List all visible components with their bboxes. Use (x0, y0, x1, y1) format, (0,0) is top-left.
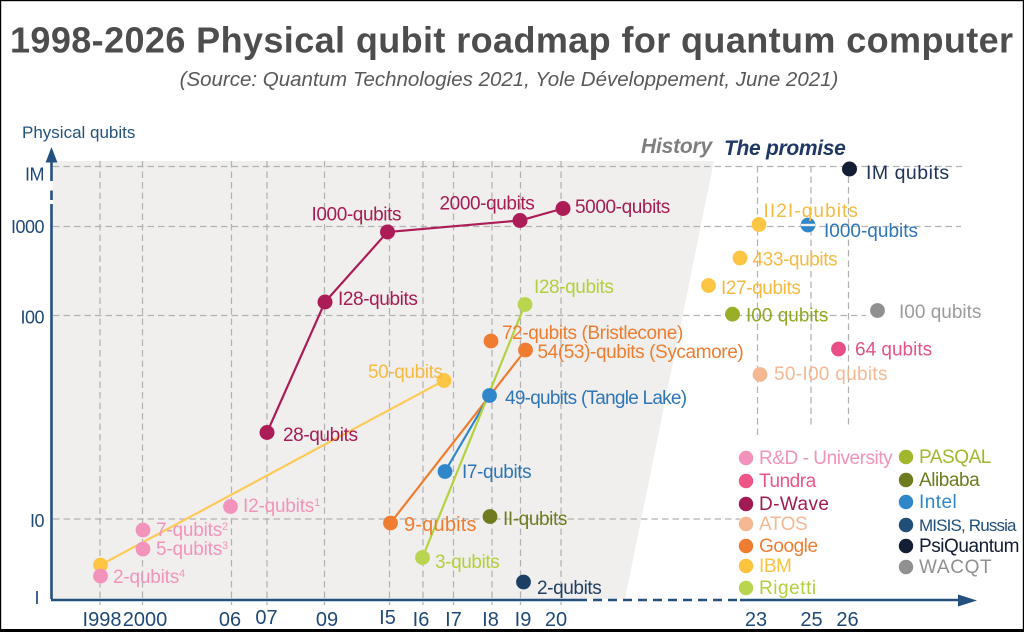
svg-text:PsiQuantum: PsiQuantum (919, 536, 1019, 557)
svg-text:I6: I6 (413, 609, 430, 631)
svg-text:I5: I5 (379, 607, 396, 629)
svg-text:I: I (34, 588, 39, 608)
svg-text:IM qubits: IM qubits (866, 162, 950, 184)
svg-text:25: 25 (800, 609, 822, 631)
svg-text:50-I00 qubits: 50-I00 qubits (774, 364, 888, 385)
svg-text:I000: I000 (11, 217, 45, 237)
svg-text:D-Wave: D-Wave (759, 494, 829, 515)
svg-text:Google: Google (759, 536, 818, 557)
svg-text:History: History (641, 135, 713, 158)
svg-text:I00 qubits: I00 qubits (899, 302, 981, 323)
svg-text:2-qubits: 2-qubits (537, 578, 601, 599)
svg-text:I8: I8 (482, 609, 499, 631)
svg-text:06: 06 (219, 609, 241, 631)
svg-text:I000-qubits: I000-qubits (824, 221, 918, 242)
svg-text:07: 07 (255, 607, 277, 629)
svg-text:IM: IM (25, 165, 44, 185)
svg-text:Rigetti: Rigetti (759, 578, 817, 599)
svg-text:I7: I7 (445, 609, 462, 631)
svg-text:54(53)-qubits (Sycamore): 54(53)-qubits (Sycamore) (538, 342, 744, 363)
svg-text:The promise: The promise (724, 137, 846, 160)
svg-text:Tundra: Tundra (759, 471, 817, 492)
svg-text:I28-qubits: I28-qubits (338, 289, 417, 310)
svg-text:Alibaba: Alibaba (919, 470, 980, 491)
svg-text:I00: I00 (20, 308, 44, 328)
svg-text:49-qubits (Tangle Lake): 49-qubits (Tangle Lake) (505, 388, 687, 409)
svg-text:5-qubits3: 5-qubits3 (156, 539, 228, 560)
svg-text:20: 20 (545, 609, 567, 631)
svg-text:2000-qubits: 2000-qubits (440, 194, 535, 215)
svg-text:2000: 2000 (123, 609, 168, 631)
svg-text:3-qubits: 3-qubits (435, 552, 499, 573)
svg-text:II-qubits: II-qubits (503, 509, 567, 530)
svg-text:5000-qubits: 5000-qubits (575, 197, 670, 218)
svg-text:I000-qubits: I000-qubits (312, 205, 402, 226)
svg-text:WACQT: WACQT (919, 557, 992, 578)
svg-text:2-qubits4: 2-qubits4 (113, 567, 185, 588)
svg-text:9-qubits: 9-qubits (404, 514, 477, 536)
svg-text:II2I-qubits: II2I-qubits (764, 201, 860, 222)
svg-text:I28-qubits: I28-qubits (534, 277, 613, 298)
svg-text:I0: I0 (30, 511, 45, 531)
svg-text:I998: I998 (83, 609, 122, 631)
svg-text:I7-qubits: I7-qubits (462, 462, 531, 483)
svg-text:I00 qubits: I00 qubits (746, 306, 828, 327)
svg-text:ATOS: ATOS (759, 514, 807, 535)
svg-text:R&D - University: R&D - University (759, 448, 893, 469)
svg-text:I2-qubits1: I2-qubits1 (243, 496, 320, 517)
svg-text:50-qubits: 50-qubits (368, 362, 443, 383)
svg-text:23: 23 (745, 609, 767, 631)
svg-text:(Source: Quantum Technologies: (Source: Quantum Technologies 2021, Yole… (180, 68, 839, 91)
svg-text:I9: I9 (515, 609, 532, 631)
svg-text:26: 26 (836, 609, 858, 631)
svg-text:IBM: IBM (759, 556, 791, 577)
svg-text:433-qubits: 433-qubits (753, 250, 838, 271)
svg-text:7-qubits2: 7-qubits2 (156, 520, 228, 541)
svg-text:64 qubits: 64 qubits (855, 340, 932, 361)
svg-text:28-qubits: 28-qubits (283, 425, 358, 446)
svg-text:Physical qubits: Physical qubits (22, 123, 135, 142)
svg-text:MISIS, Russia: MISIS, Russia (919, 516, 1017, 535)
svg-text:I27-qubits: I27-qubits (721, 278, 800, 299)
svg-text:72-qubits (Bristlecone): 72-qubits (Bristlecone) (502, 323, 683, 344)
svg-text:1998-2026 Physical qubit roadm: 1998-2026 Physical qubit roadmap for qua… (10, 20, 1013, 61)
svg-text:09: 09 (316, 609, 338, 631)
svg-text:Intel: Intel (919, 492, 957, 513)
svg-text:PASQAL: PASQAL (919, 447, 991, 468)
